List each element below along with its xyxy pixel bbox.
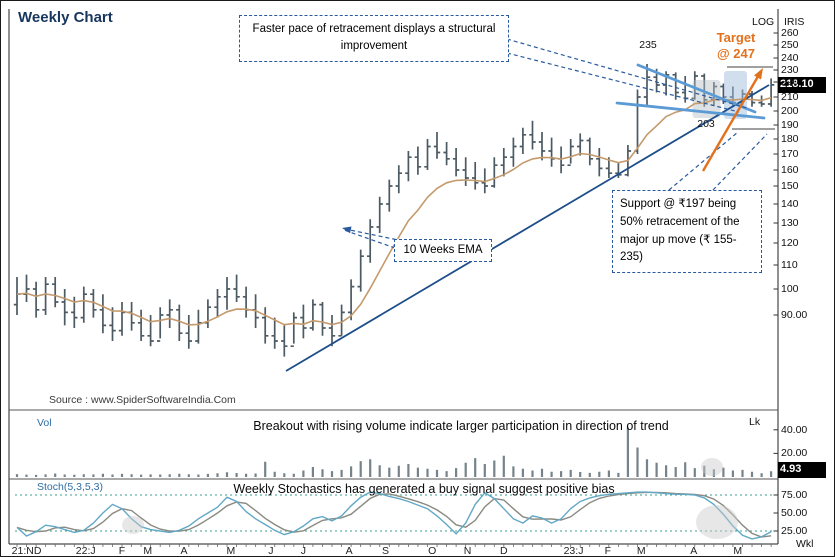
last-price-badge: 218.10: [778, 77, 826, 93]
x-axis-month-label: F: [118, 545, 126, 557]
price-axis-tick: 110: [781, 259, 798, 271]
price-axis-tick: 190: [781, 119, 799, 131]
price-axis-tick: 230: [781, 64, 799, 76]
stoch-axis-tick: 25.00: [781, 525, 808, 537]
watermark-circle: [696, 505, 738, 539]
ema-pointer-1: [344, 228, 404, 242]
annotation-volume-note: Breakout with rising volume indicate lar…: [253, 419, 669, 433]
price-axis-tick: 90.00: [781, 309, 808, 321]
x-axis-month-label: A: [180, 545, 188, 557]
x-axis-month-label: J: [300, 545, 306, 557]
breakout-arrowhead: [754, 68, 763, 80]
price-axis-tick: 210: [781, 91, 799, 103]
x-axis-month-label: A: [345, 545, 353, 557]
annotation-ema: 10 Weeks EMA: [394, 239, 492, 263]
uptrend-line: [285, 84, 770, 372]
x-axis-month-label: 22:J: [75, 545, 96, 557]
support-pointer-2: [712, 133, 768, 191]
price-axis-tick: 170: [781, 148, 799, 160]
annotation-support: Support @ ₹197 being 50% retracement of …: [612, 190, 762, 274]
x-axis-month-label: N: [463, 545, 472, 557]
support-pointer-1: [668, 131, 739, 191]
stoch-k-line: [16, 491, 772, 540]
volume-axis-tick: 40.00: [781, 423, 808, 436]
wedge-lower-line: [615, 101, 766, 120]
price-axis-tick: 150: [781, 180, 799, 192]
target-label: Target @ 247: [703, 30, 769, 61]
volume-unit-label: Lk: [749, 416, 761, 428]
price-axis-tick: 250: [781, 39, 799, 51]
price-axis-tick: 130: [781, 217, 799, 229]
x-axis-month-label: D: [500, 545, 508, 557]
stoch-axis-tick: 50.00: [781, 507, 808, 519]
breakout-arrow: [701, 74, 760, 172]
x-axis-month-label: J: [268, 545, 274, 557]
volume-pane-label: Vol: [37, 417, 52, 429]
annotation-stoch-note: Weekly Stochastics has generated a buy s…: [233, 482, 615, 496]
x-axis-month-label: A: [690, 545, 698, 557]
price-axis-tick: 120: [781, 237, 799, 249]
log-scale-label: LOG: [752, 16, 775, 28]
watermark-circle: [122, 516, 144, 534]
page-title: Weekly Chart: [18, 9, 113, 26]
x-axis-month-label: S: [381, 545, 389, 557]
target-label-line1: Target: [716, 30, 756, 45]
x-axis-month-label: O: [428, 545, 437, 557]
stoch-pane-label: Stoch(5,3,5,3): [37, 481, 103, 493]
target-label-line2: @ 247: [717, 45, 755, 61]
price-axis-tick: 220: [781, 76, 799, 88]
x-axis-month-label: M: [636, 545, 646, 557]
ema-pointer-arrowhead: [342, 226, 352, 234]
price-axis-tick: 140: [781, 198, 799, 210]
price-axis-tick: 200: [781, 105, 799, 117]
volume-axis-tick: 20.00: [781, 447, 808, 460]
symbol-label: IRIS: [784, 16, 805, 28]
x-axis-month-label: 21:ND: [11, 545, 42, 557]
price-axis-tick: 160: [781, 164, 799, 176]
highlight-rect-blue: [724, 71, 747, 119]
stoch-axis-tick: 75.00: [781, 489, 808, 501]
price-axis-tick: 180: [781, 133, 799, 145]
watermark-circle: [701, 458, 723, 476]
price-axis-tick: 100: [781, 283, 799, 295]
price-axis-tick: 260: [781, 27, 799, 39]
price-axis-tick: 240: [781, 52, 799, 64]
volume-bars: [15, 427, 773, 477]
x-axis-month-label: 23:J: [563, 545, 584, 557]
wedge-upper-line: [636, 63, 757, 114]
ema-pointer-2: [343, 229, 396, 249]
retracement-pointer-2: [506, 52, 740, 113]
annotation-retracement: Faster pace of retracement displays a st…: [239, 15, 509, 62]
timeframe-label: Wkl: [796, 538, 814, 550]
low-price-label: 203: [697, 118, 715, 130]
x-axis-month-label: M: [226, 545, 236, 557]
x-axis-month-label: M: [733, 545, 743, 557]
source-credit: Source : www.SpiderSoftwareIndia.Com: [49, 394, 236, 406]
price-bars: [13, 64, 775, 357]
x-axis-month-label: M: [143, 545, 153, 557]
x-axis-month-label: F: [604, 545, 612, 557]
peak-price-label: 235: [639, 39, 657, 51]
last-volume-badge: 4.93: [778, 462, 826, 478]
